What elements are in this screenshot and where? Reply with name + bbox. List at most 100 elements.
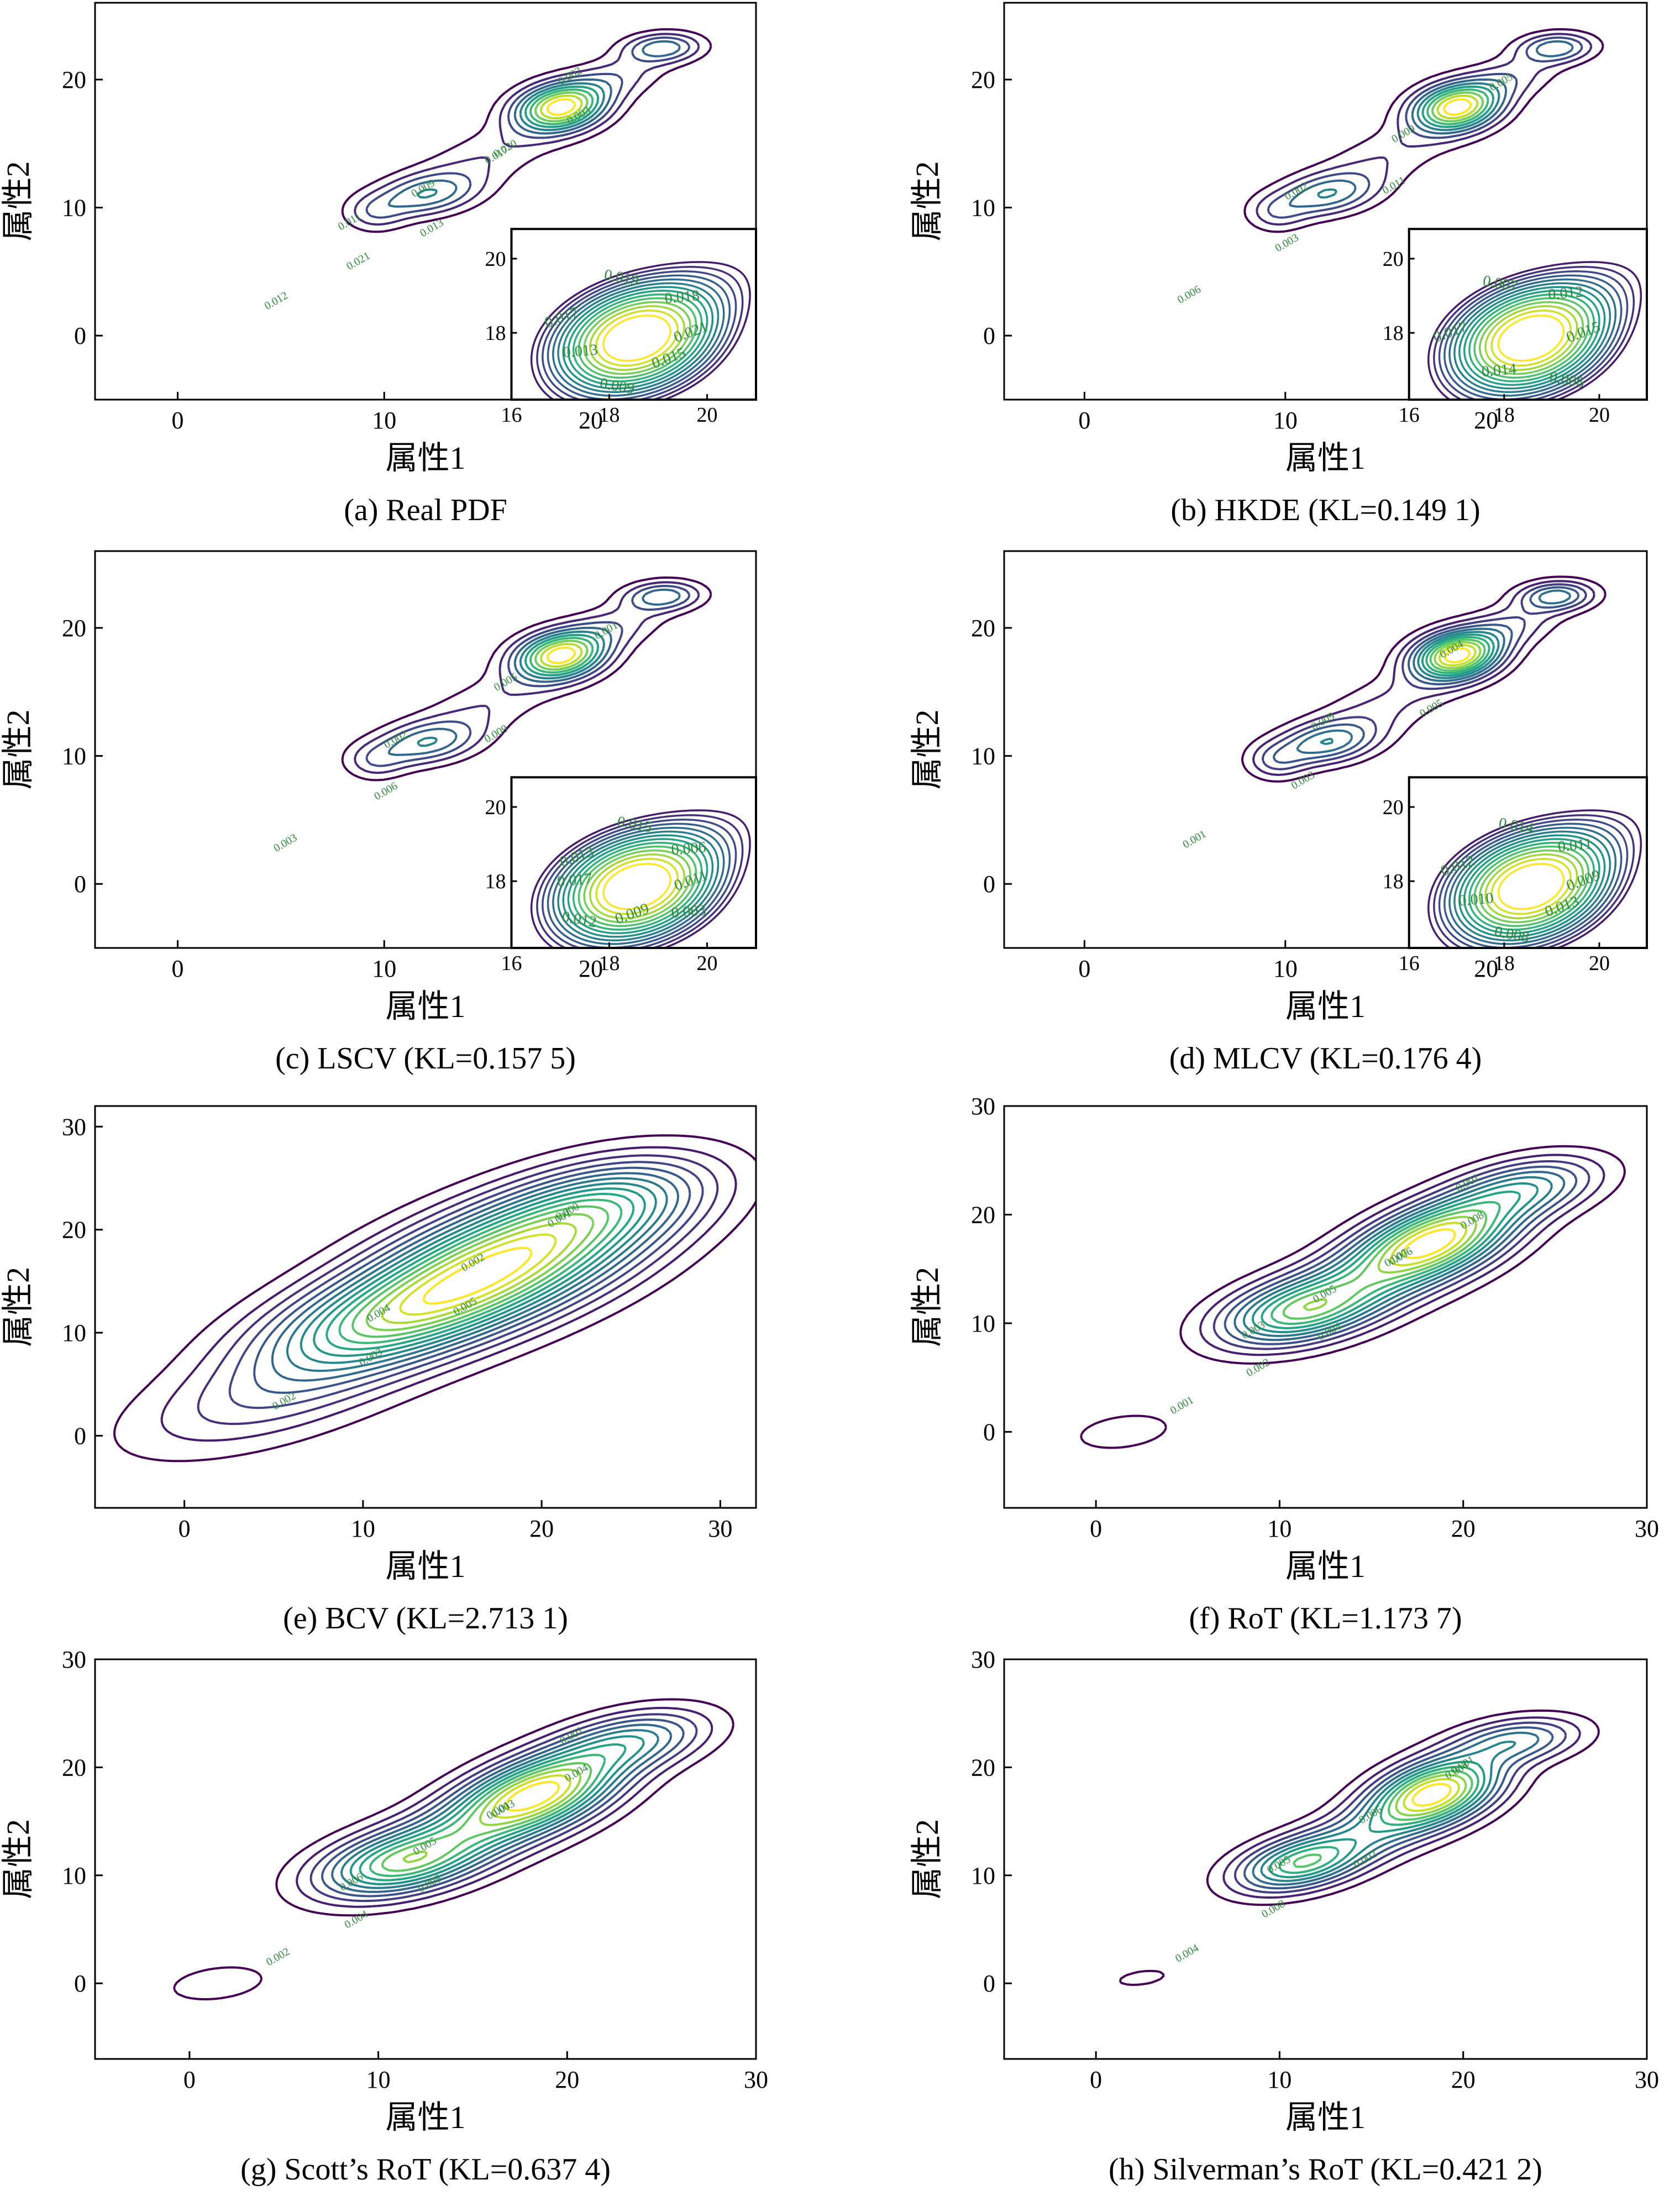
contour-line: [173, 1698, 734, 2000]
contour-line: [296, 1707, 713, 1908]
inset-contour-line: [542, 819, 737, 948]
inset-contour-line: [1453, 830, 1611, 942]
y-tick-label: 0: [983, 322, 995, 349]
contour-line: [1411, 1783, 1452, 1807]
inset-y-tick-label: 18: [485, 870, 506, 893]
contour-line: [1296, 589, 1572, 754]
x-tick-label: 20: [529, 1515, 554, 1542]
contour-line: [341, 28, 712, 233]
contour-label: 0.002: [264, 1946, 292, 1969]
inset-contour-line: [1443, 274, 1623, 400]
inset-frame: [1408, 228, 1648, 401]
y-tick-label: 0: [983, 1970, 995, 1997]
contour-label: 0.005: [1418, 697, 1445, 720]
inset-y-tick-label: 18: [1383, 322, 1404, 345]
contour-line: [1243, 1726, 1554, 1890]
inset-contour-line: [583, 301, 691, 375]
inset-contour-line: [595, 858, 679, 915]
contour-label: 0.001: [1180, 828, 1208, 851]
y-axis-label: 属性2: [0, 1819, 36, 1899]
contour-line: [1438, 643, 1477, 667]
inset-contour-line: [578, 845, 697, 927]
inset-contour-line: [1448, 278, 1617, 397]
panel-caption: (b) HKDE (KL=0.149 1): [1170, 493, 1480, 527]
contour-line: [1316, 82, 1500, 199]
contour-line: [341, 576, 712, 782]
inset-contour-line: [536, 266, 744, 400]
contour-line: [534, 91, 589, 123]
inset-contour-line: [547, 274, 731, 400]
contour-line: [381, 1762, 592, 1872]
axes-frame: [94, 1105, 757, 1509]
inset-x-tick-label: 20: [696, 403, 717, 427]
y-axis-label: 属性2: [0, 1267, 36, 1347]
contour-line: [1243, 28, 1604, 233]
contour-line: [524, 633, 600, 677]
contour-line: [1288, 40, 1574, 208]
y-axis-label: 属性2: [0, 709, 36, 789]
inset-x-tick-label: 18: [1494, 403, 1515, 427]
x-axis-label: 属性1: [385, 988, 465, 1024]
inset-contour-line: [567, 290, 708, 386]
inset-contour-line: [1497, 315, 1565, 362]
inset-contour-line: [1463, 290, 1600, 386]
x-tick-label: 0: [1090, 1515, 1102, 1542]
y-tick-label: 20: [971, 66, 995, 93]
x-tick-label: 0: [1090, 2066, 1102, 2093]
inset-x-tick-label: 20: [696, 952, 717, 975]
panel-caption: (e) BCV (KL=2.713 1): [283, 1601, 568, 1636]
x-tick-label: 10: [366, 2066, 391, 2093]
contour-line: [1429, 638, 1486, 672]
y-axis-label: 属性2: [909, 709, 945, 789]
inset-x-tick-label: 16: [501, 952, 522, 975]
contour-line: [313, 1187, 646, 1357]
inset-contour-line: [572, 841, 703, 931]
inset-y-tick-label: 18: [1383, 870, 1404, 893]
inset-contour-line: [1433, 814, 1635, 948]
contour-line: [529, 88, 594, 125]
contour-label: 0.006: [372, 780, 400, 803]
y-tick-label: 10: [971, 1862, 995, 1889]
inset-x-tick-label: 16: [1399, 952, 1420, 975]
x-tick-label: 0: [1078, 407, 1090, 434]
inset-contour-line: [1427, 809, 1642, 948]
contour-line: [113, 1134, 756, 1463]
inset-contour-line: [1463, 838, 1600, 935]
inset-contour-line: [602, 863, 672, 910]
contour-label: 0.003: [1273, 232, 1301, 255]
contour-line: [546, 98, 576, 116]
inset-contour-line: [552, 278, 725, 397]
contour-line: [1431, 91, 1484, 123]
contour-line: [365, 1213, 595, 1332]
contour-line: [351, 1205, 610, 1338]
y-axis-label: 属性2: [909, 1819, 945, 1899]
contour-line: [1241, 575, 1607, 783]
contour-label: 0.008: [1259, 1898, 1287, 1921]
axes-frame: [94, 1658, 757, 2060]
contour-line: [1389, 1222, 1468, 1267]
contour-label: 0.004: [343, 1908, 370, 1931]
y-tick-label: 30: [971, 1093, 995, 1120]
contour-line: [529, 637, 594, 674]
inset-contour-line: [552, 826, 725, 945]
contour-line: [354, 581, 700, 774]
y-tick-label: 20: [971, 1201, 995, 1228]
contour-label: 0.002: [1244, 1356, 1272, 1380]
x-axis-label: 属性1: [385, 1548, 465, 1584]
y-tick-label: 0: [74, 322, 86, 349]
inset-contour-label: 0.006: [670, 839, 706, 858]
inset-contour-line: [1443, 822, 1623, 948]
inset-contour-label: 0.017: [556, 870, 592, 890]
contour-line: [1278, 1765, 1479, 1874]
x-tick-label: 20: [579, 955, 603, 982]
contour-line: [1292, 1770, 1473, 1868]
x-tick-label: 20: [1451, 2066, 1476, 2093]
panel-caption: (f) RoT (KL=1.173 7): [1189, 1601, 1462, 1636]
inset-contour-line: [1468, 293, 1595, 382]
contour-line: [1251, 1182, 1539, 1333]
